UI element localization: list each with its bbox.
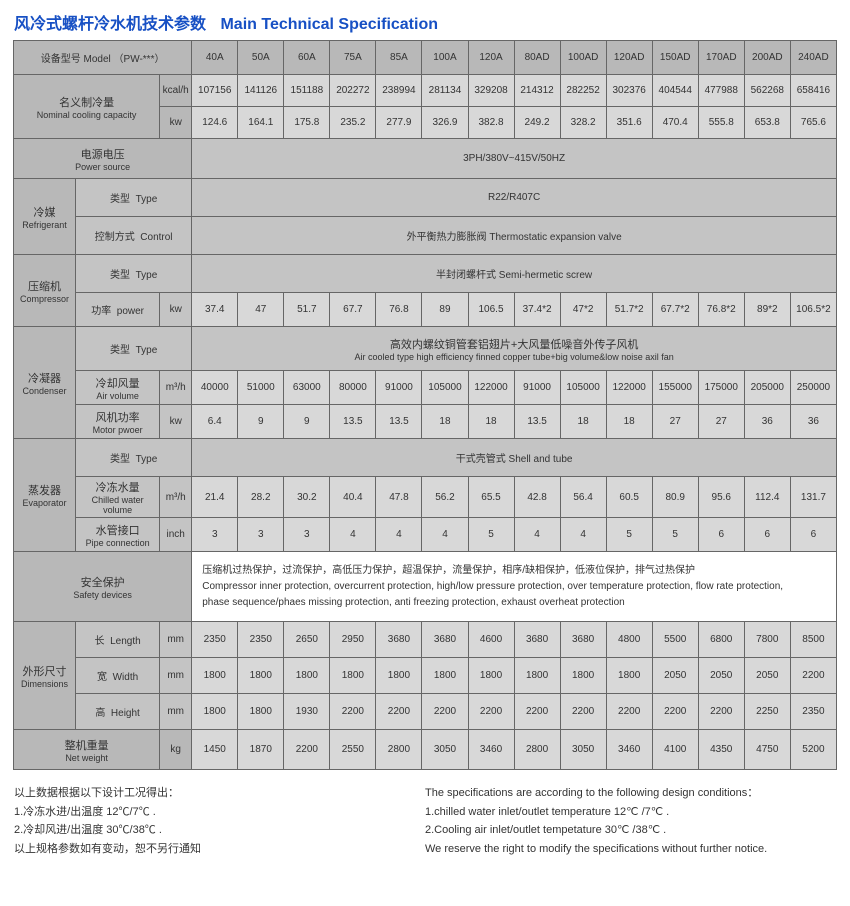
footer-left: 以上数据根据以下设计工况得出：1.冷冻水进/出温度 12℃/7℃ .2.冷却风进… xyxy=(14,784,425,859)
footer-right: The specifications are according to the … xyxy=(425,784,836,859)
footer-notes: 以上数据根据以下设计工况得出：1.冷冻水进/出温度 12℃/7℃ .2.冷却风进… xyxy=(0,770,850,873)
title-en: Main Technical Specification xyxy=(220,16,438,33)
spec-table: 设备型号 Model （PW-***）40A50A60A75A85A100A12… xyxy=(13,40,837,770)
title: 风冷式螺杆冷水机技术参数 Main Technical Specificatio… xyxy=(0,0,850,40)
title-cn: 风冷式螺杆冷水机技术参数 xyxy=(14,16,206,33)
